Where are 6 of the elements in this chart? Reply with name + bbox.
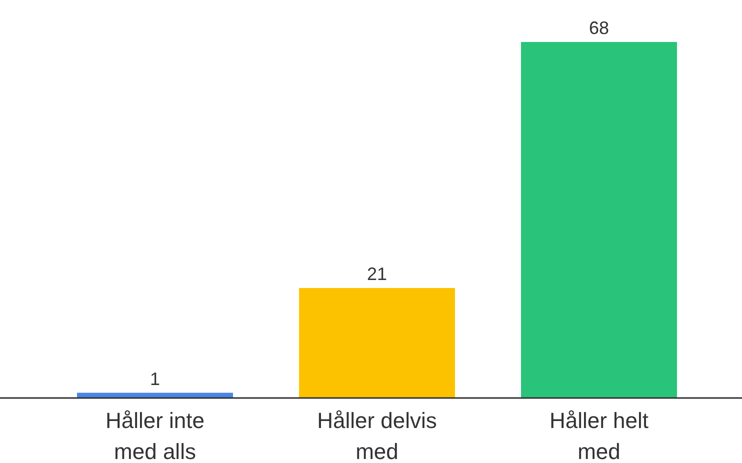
- data-label: 21: [366, 264, 388, 284]
- x-tick-label: Håller inte med alls: [105, 408, 205, 463]
- x-tick-label: Håller helt med: [549, 408, 649, 463]
- data-label: 1: [150, 368, 160, 389]
- x-tick-label: Håller delvis med: [317, 408, 437, 463]
- data-label: 68: [588, 18, 610, 38]
